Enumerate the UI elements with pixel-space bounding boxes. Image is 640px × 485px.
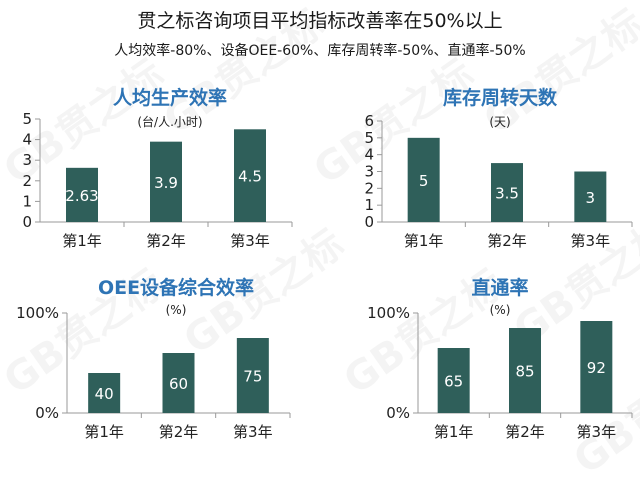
bar [509, 328, 541, 413]
y-tick-label: 100% [16, 304, 59, 322]
y-tick-label: 0% [35, 404, 59, 422]
page-title: 贯之标咨询项目平均指标改善率在50%以上 [137, 10, 503, 32]
chart-unit: (台/人.小时) [137, 114, 202, 129]
y-tick-label: 2 [364, 179, 374, 197]
bar [437, 348, 470, 413]
chart-title: 人均生产效率 [113, 86, 227, 109]
chart-unit: (%) [490, 303, 511, 317]
category-label: 第1年 [404, 232, 444, 250]
value-label: 40 [95, 385, 114, 403]
y-tick-label: 4 [364, 146, 374, 164]
y-tick-label: 0% [386, 404, 410, 422]
y-tick-label: 1 [22, 192, 32, 210]
y-tick-label: 3 [22, 151, 32, 169]
value-label: 85 [515, 363, 534, 381]
bar [66, 167, 98, 222]
y-tick-label: 0 [22, 213, 32, 231]
y-tick-label: 100% [367, 304, 410, 322]
value-label: 3.9 [154, 174, 178, 192]
y-tick-label: 5 [22, 110, 32, 128]
category-label: 第1年 [434, 423, 474, 441]
bar [580, 321, 613, 413]
bar [88, 373, 121, 413]
value-label: 5 [419, 172, 429, 190]
y-tick-label: 6 [364, 112, 374, 130]
y-tick-label: 0 [364, 213, 374, 231]
charts-canvas: 人均生产效率(台/人.小时)0123452.63第1年3.9第2年4.5第3年库… [16, 86, 633, 441]
y-tick-label: 1 [364, 196, 374, 214]
y-tick-label: 2 [22, 172, 32, 190]
category-label: 第2年 [487, 232, 527, 250]
category-label: 第1年 [62, 232, 102, 250]
bar [407, 137, 440, 222]
bar [574, 171, 607, 222]
category-label: 第1年 [84, 423, 124, 441]
category-label: 第2年 [505, 423, 545, 441]
chart-unit: (天) [489, 115, 510, 129]
chart-title: OEE设备综合效率 [98, 276, 254, 299]
chart-3: OEE设备综合效率 (%) 0% 100% 40 第1年 60 第2年 75 第3年 [16, 276, 291, 441]
bar [162, 353, 195, 413]
y-tick-label: 4 [22, 131, 32, 149]
category-label: 第2年 [146, 232, 186, 250]
chart-title: 直通率 [471, 276, 528, 299]
value-label: 60 [169, 375, 188, 393]
chart-unit: (%) [166, 303, 187, 317]
value-label: 75 [243, 368, 262, 386]
category-label: 第2年 [159, 423, 199, 441]
value-label: 2.63 [65, 187, 98, 205]
bar [236, 338, 269, 413]
bar [150, 141, 182, 222]
category-label: 第3年 [577, 423, 617, 441]
bar [234, 129, 266, 222]
value-label: 4.5 [238, 168, 262, 186]
chart-1: 人均生产效率 (台/人.小时) 0 1 2 3 4 5 2.63 第1年 3.9 第2年 4.5 第3年 [22, 86, 293, 250]
bar [491, 163, 523, 222]
value-label: 65 [444, 373, 463, 391]
page-subtitle: 人均效率-80%、设备OEE-60%、库存周转率-50%、直通率-50% [114, 43, 526, 59]
value-label: 3 [586, 189, 596, 207]
value-label: 92 [587, 359, 606, 377]
category-label: 第3年 [230, 232, 270, 250]
chart-4: 直通率 (%) 0% 100% 65 第1年 85 第2年 92 第3年 [367, 276, 633, 441]
category-label: 第3年 [233, 423, 273, 441]
value-label: 3.5 [495, 185, 519, 203]
y-tick-label: 5 [364, 129, 374, 147]
chart-title: 库存周转天数 [443, 86, 558, 109]
y-tick-label: 3 [364, 163, 374, 181]
category-label: 第3年 [571, 232, 611, 250]
